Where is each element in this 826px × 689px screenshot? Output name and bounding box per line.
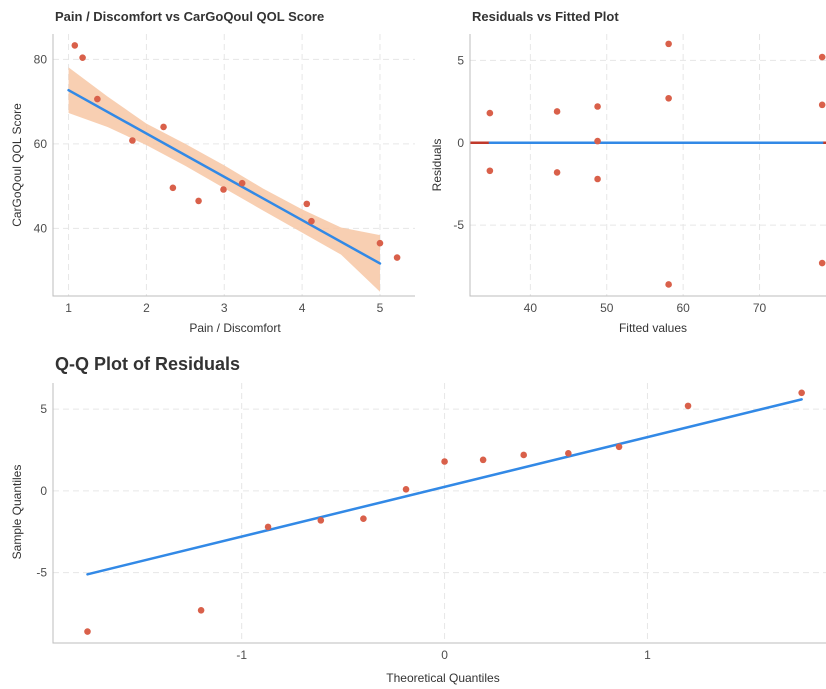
confidence-band: [68, 67, 380, 292]
data-point: [197, 606, 205, 614]
data-point: [393, 254, 401, 261]
data-point: [303, 200, 311, 208]
grid: [53, 34, 415, 296]
y-tick-labels: 5 0 -5: [36, 402, 47, 580]
data-point: [798, 389, 805, 397]
y-tick-labels: 5 0 -5: [453, 53, 464, 232]
x-tick-label: 60: [676, 301, 690, 315]
data-point: [376, 239, 384, 247]
y-tick-label: -5: [453, 218, 464, 232]
x-tick-label: 70: [753, 301, 767, 315]
y-tick-label: 0: [40, 484, 47, 498]
confidence-band-area: [68, 67, 380, 292]
data-point: [84, 628, 91, 635]
axis-lines: [52, 34, 415, 297]
axes: [52, 383, 826, 644]
y-tick-label: 0: [457, 136, 464, 150]
axis-lines: [469, 34, 826, 297]
axes: [52, 34, 415, 297]
data-point: [594, 103, 601, 110]
data-point: [220, 186, 227, 193]
chart-title: Q-Q Plot of Residuals: [55, 354, 240, 374]
data-point: [169, 184, 177, 192]
x-axis-label: Fitted values: [619, 321, 687, 335]
data-point: [94, 95, 101, 103]
data-point: [818, 101, 826, 109]
data-point: [818, 259, 826, 267]
chart-title: Residuals vs Fitted Plot: [472, 9, 619, 24]
data-point: [360, 515, 367, 523]
x-tick-label: 0: [441, 648, 448, 662]
data-point: [441, 458, 448, 465]
x-tick-label: 40: [524, 301, 538, 315]
data-point: [308, 217, 315, 225]
x-tick-label: 5: [377, 301, 384, 315]
data-point: [79, 54, 86, 61]
data-point: [553, 108, 561, 115]
data-point: [818, 53, 826, 61]
y-tick-labels: 40 60 80: [34, 52, 48, 235]
data-points: [486, 40, 826, 288]
panel-residuals-vs-fitted: Residuals vs Fitted Plot 40 50 60 70 50-5 F…: [430, 9, 826, 335]
x-tick-labels: 40 50 60 70: [524, 301, 767, 315]
y-axis-label: Residuals: [430, 139, 444, 192]
chart-title: Pain / Discomfort vs CarGoQoul QOL Score: [55, 9, 324, 24]
data-point: [195, 197, 202, 205]
y-tick-label: 40: [34, 221, 48, 235]
data-point: [71, 42, 79, 49]
data-point: [553, 169, 561, 176]
y-tick-label: 80: [34, 52, 48, 66]
data-points: [84, 389, 805, 635]
x-tick-label: 50: [600, 301, 614, 315]
grid: [53, 383, 826, 643]
x-tick-label: 1: [65, 301, 72, 315]
regression-line: [67, 88, 382, 265]
data-point: [129, 137, 136, 144]
data-point: [264, 523, 272, 531]
grid: [470, 34, 826, 296]
reference-line: [86, 398, 803, 576]
data-point: [479, 456, 487, 464]
data-point: [665, 94, 672, 102]
x-axis-label: Pain / Discomfort: [189, 321, 281, 335]
data-point: [565, 450, 572, 457]
data-point: [684, 402, 692, 410]
x-tick-label: -1: [236, 648, 247, 662]
x-axis-label: Theoretical Quantiles: [386, 671, 499, 685]
axis-lines: [52, 383, 826, 644]
y-tick-label: 5: [40, 402, 47, 416]
axes: [469, 34, 826, 297]
x-tick-label: 4: [299, 301, 306, 315]
data-point: [520, 451, 527, 459]
y-tick-label: 5: [457, 53, 464, 67]
y-axis-label: CarGoQoul QOL Score: [10, 103, 24, 227]
data-point: [486, 109, 494, 117]
fit-line: [86, 398, 803, 576]
panel-pain-vs-qol: Pain / Discomfort vs CarGoQoul QOL Score…: [10, 9, 415, 335]
x-tick-labels: -1 0 1: [236, 648, 651, 662]
data-point: [317, 517, 325, 524]
x-tick-label: 2: [143, 301, 150, 315]
data-point: [160, 123, 167, 131]
y-tick-label: 60: [34, 137, 48, 151]
data-point: [594, 175, 601, 183]
data-points: [71, 42, 401, 261]
data-point: [238, 179, 246, 187]
data-point: [615, 443, 623, 451]
data-point: [594, 137, 601, 145]
x-tick-label: 1: [644, 648, 651, 662]
x-tick-labels: 1 2 3 4 5: [65, 301, 383, 315]
y-tick-label: -5: [36, 566, 47, 580]
data-point: [665, 281, 672, 288]
panel-qq-plot: Q-Q Plot of Residuals -1 0 1 5 0 -5 Theoreti…: [10, 354, 826, 685]
data-point: [486, 167, 494, 175]
data-point: [665, 40, 672, 48]
data-point: [402, 485, 410, 493]
x-tick-label: 3: [221, 301, 228, 315]
y-axis-label: Sample Quantiles: [10, 465, 24, 560]
fit-line: [67, 88, 382, 265]
